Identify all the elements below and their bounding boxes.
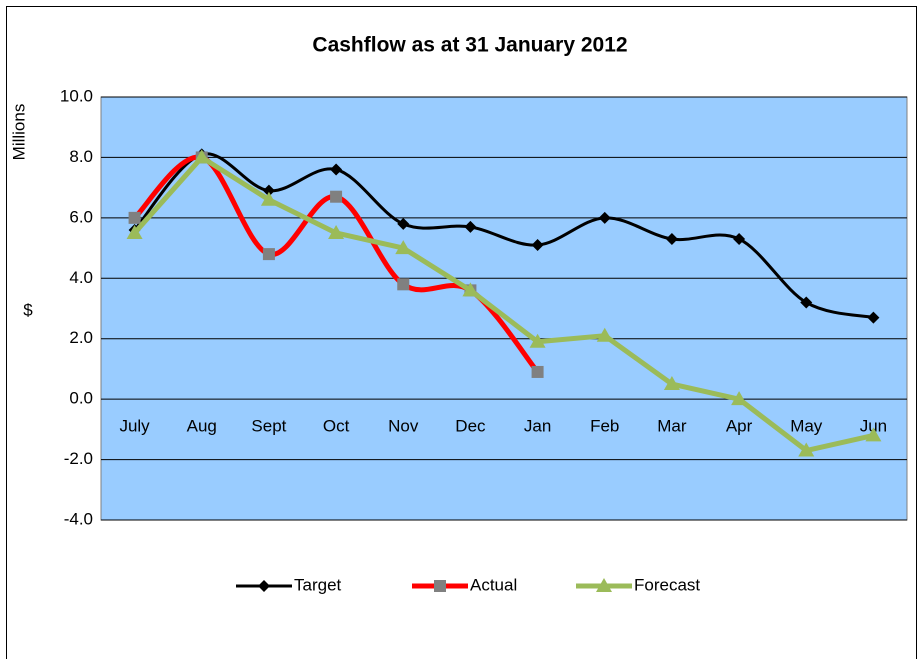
data-point [800,296,813,309]
x-tick-label: May [790,417,823,436]
x-tick-label: Oct [323,417,350,436]
data-point [733,233,746,246]
y-tick-label: 10.0 [60,86,93,105]
x-tick-label: Mar [657,417,687,436]
x-tick-label: Sept [251,417,286,436]
y-tick-label: 8.0 [69,147,93,166]
y-tick-label: -4.0 [64,509,93,528]
x-tick-label: Apr [726,417,753,436]
y-tick-label: 0.0 [69,389,93,408]
x-tick-label: Jan [524,417,551,436]
y-axis-label: $ [23,300,33,319]
data-point [395,240,412,255]
data-point [126,224,143,239]
data-point [260,191,277,206]
y-tick-label: -2.0 [64,449,93,468]
data-point [531,239,544,252]
data-point [731,391,748,406]
data-point [128,211,141,224]
y-axis-unit: Millions [9,104,28,161]
data-point [529,333,546,348]
data-point [464,220,477,233]
legend-label: Forecast [634,575,700,594]
data-point [330,190,343,203]
data-point [193,149,210,164]
data-point [397,278,410,291]
series-line [132,154,874,454]
data-point [867,311,880,324]
data-point [663,376,680,391]
legend-marker [258,580,270,592]
y-tick-label: 2.0 [69,328,93,347]
data-point [598,211,611,224]
x-tick-label: Dec [455,417,486,436]
data-point [865,427,882,442]
data-point [596,327,613,342]
legend-label: Actual [470,575,517,594]
data-point [798,442,815,457]
data-point [262,248,275,261]
legend-label: Target [294,575,342,594]
y-tick-label: 4.0 [69,268,93,287]
data-point [262,184,275,197]
data-point [330,163,343,176]
x-tick-label: Jun [860,417,887,436]
legend-marker [596,578,612,592]
chart-title: Cashflow as at 31 January 2012 [312,34,627,57]
data-point [665,233,678,246]
data-point [531,365,544,378]
series-line [133,152,874,320]
data-point [328,224,345,239]
data-point [462,282,479,297]
data-point [397,217,410,230]
x-tick-label: Feb [590,417,619,436]
x-tick-label: Nov [388,417,419,436]
x-tick-label: Aug [187,417,217,436]
legend-marker [434,580,446,592]
x-tick-label: July [119,417,150,436]
y-tick-label: 6.0 [69,207,93,226]
